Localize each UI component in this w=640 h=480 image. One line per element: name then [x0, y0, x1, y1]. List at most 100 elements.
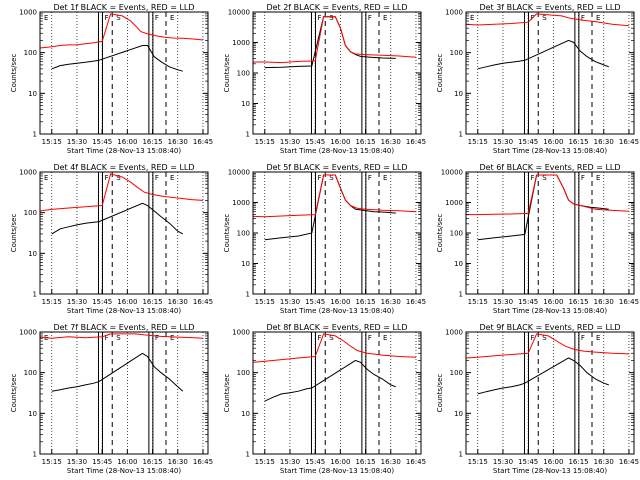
plot-frame	[465, 11, 635, 135]
marker-label: S	[329, 334, 334, 342]
y-tick-label: 10	[454, 90, 463, 98]
panel-title: Det 5f BLACK = Events, RED = LLD	[266, 163, 407, 172]
x-axis-label: Start Time (28-Nov-13 15:08:40)	[67, 307, 181, 315]
series-lld	[466, 13, 630, 27]
x-axis-label: Start Time (28-Nov-13 15:08:40)	[280, 147, 394, 155]
plot-frame	[465, 331, 635, 455]
marker-label: F	[104, 334, 108, 342]
x-tick-label: 15:15	[42, 138, 62, 146]
series-lld	[40, 13, 204, 49]
y-tick-label: 100	[450, 369, 463, 377]
x-tick-label: 15:30	[493, 458, 513, 466]
x-tick-label: 15:15	[468, 138, 488, 146]
x-tick-label: 16:45	[193, 458, 213, 466]
x-tick-label: 15:15	[42, 458, 62, 466]
x-axis-label: Start Time (28-Nov-13 15:08:40)	[280, 307, 394, 315]
x-axis-label: Start Time (28-Nov-13 15:08:40)	[493, 147, 607, 155]
series-lld	[40, 173, 204, 212]
x-tick-label: 16:15	[568, 458, 588, 466]
x-tick-label: 15:45	[305, 298, 325, 306]
x-tick-label: 15:15	[255, 298, 275, 306]
marker-label: F	[530, 334, 534, 342]
y-tick-label: 1	[33, 451, 37, 459]
y-tick-label: 10000	[441, 169, 463, 177]
x-tick-label: 16:30	[594, 298, 614, 306]
series-lld	[253, 333, 417, 363]
y-tick-label: 1000	[445, 199, 463, 207]
x-tick-label: 16:45	[193, 298, 213, 306]
series-events	[477, 357, 609, 395]
y-tick-label: 1000	[232, 39, 250, 47]
series-events	[477, 39, 609, 70]
marker-label: E	[170, 174, 174, 182]
series-lld	[253, 16, 417, 64]
x-tick-label: 16:45	[406, 458, 426, 466]
x-tick-label: 15:30	[67, 138, 87, 146]
marker-label: E	[44, 14, 48, 22]
x-tick-label: 15:45	[305, 138, 325, 146]
x-tick-label: 16:15	[142, 458, 162, 466]
y-axis-label: Counts/sec	[436, 214, 444, 253]
x-tick-label: 15:30	[493, 298, 513, 306]
y-axis-label: Counts/sec	[436, 54, 444, 93]
panel-title: Det 3f BLACK = Events, RED = LLD	[479, 3, 620, 12]
y-tick-label: 1	[459, 451, 463, 459]
x-tick-label: 16:15	[142, 298, 162, 306]
x-tick-label: 15:15	[255, 138, 275, 146]
series-events	[264, 359, 396, 402]
marker-label: E	[596, 174, 600, 182]
y-tick-label: 1	[246, 291, 250, 299]
marker-label: F	[104, 14, 108, 22]
y-tick-label: 10	[28, 90, 37, 98]
x-tick-label: 16:15	[568, 298, 588, 306]
panel-title: Det 9f BLACK = Events, RED = LLD	[479, 323, 620, 332]
series-lld	[466, 174, 630, 216]
series-events	[51, 202, 184, 235]
x-tick-label: 16:45	[619, 458, 639, 466]
plot-frame	[39, 11, 209, 135]
x-axis-label: Start Time (28-Nov-13 15:08:40)	[493, 307, 607, 315]
x-tick-label: 16:00	[330, 458, 350, 466]
marker-label: E	[596, 14, 600, 22]
y-tick-label: 100	[237, 369, 250, 377]
x-tick-label: 15:45	[92, 138, 112, 146]
marker-label: F	[155, 334, 159, 342]
y-tick-label: 1000	[232, 329, 250, 337]
y-tick-label: 1	[246, 131, 250, 139]
y-tick-label: 10	[28, 250, 37, 258]
panel-title: Det 1f BLACK = Events, RED = LLD	[53, 3, 194, 12]
y-tick-label: 10000	[228, 9, 250, 17]
marker-label: F	[155, 14, 159, 22]
y-tick-label: 1000	[445, 329, 463, 337]
y-tick-label: 1	[33, 291, 37, 299]
marker-label: F	[530, 174, 534, 182]
marker-label: F	[581, 174, 585, 182]
y-tick-label: 1	[459, 291, 463, 299]
x-tick-label: 16:15	[355, 458, 375, 466]
x-tick-label: 15:15	[255, 458, 275, 466]
y-tick-label: 100	[24, 209, 37, 217]
x-tick-label: 15:30	[67, 298, 87, 306]
y-tick-label: 1000	[445, 9, 463, 17]
x-tick-label: 15:15	[468, 458, 488, 466]
panel-title: Det 4f BLACK = Events, RED = LLD	[53, 163, 194, 172]
marker-label: F	[317, 334, 321, 342]
x-tick-label: 16:30	[168, 458, 188, 466]
marker-label: E	[44, 174, 48, 182]
y-tick-label: 100	[24, 49, 37, 57]
x-tick-label: 16:00	[543, 298, 563, 306]
marker-label: S	[116, 334, 121, 342]
x-tick-label: 16:00	[330, 138, 350, 146]
x-tick-label: 16:30	[381, 458, 401, 466]
y-tick-label: 10000	[228, 169, 250, 177]
x-tick-label: 16:30	[168, 138, 188, 146]
marker-label: S	[116, 14, 121, 22]
x-tick-label: 16:15	[568, 138, 588, 146]
y-tick-label: 100	[237, 70, 250, 78]
marker-label: S	[116, 174, 121, 182]
x-tick-label: 15:45	[518, 298, 538, 306]
